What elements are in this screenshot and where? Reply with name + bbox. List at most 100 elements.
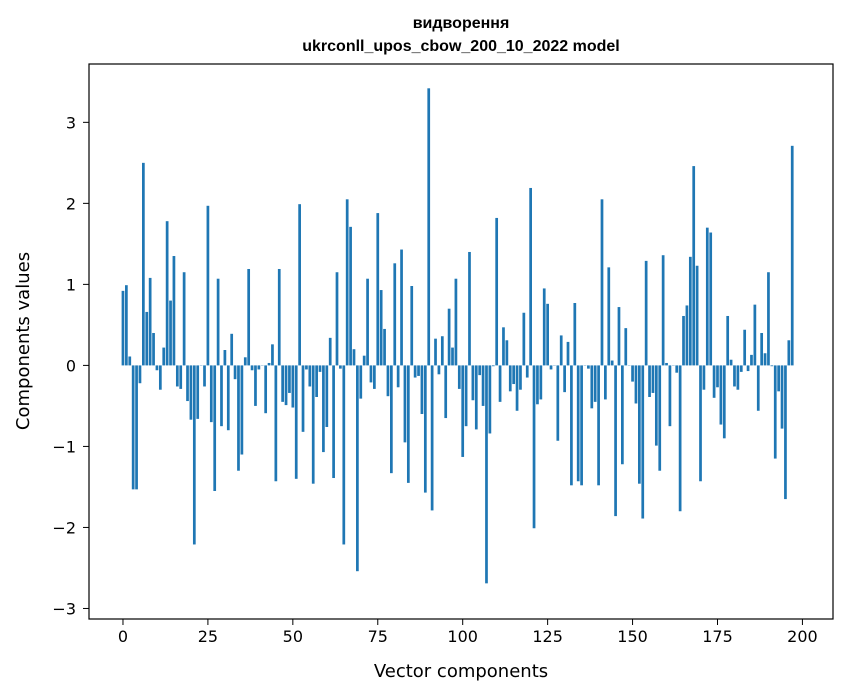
bar — [213, 365, 217, 491]
bar — [705, 227, 709, 366]
bar — [328, 337, 332, 366]
bar — [165, 221, 169, 366]
bar — [277, 268, 281, 366]
bar — [131, 365, 135, 490]
bar — [142, 162, 145, 366]
bar — [332, 365, 335, 479]
bar — [648, 365, 651, 397]
y-tick-label: −2 — [52, 518, 76, 537]
bar — [125, 285, 128, 366]
bar — [488, 365, 492, 434]
bar — [590, 365, 594, 409]
bar — [566, 341, 570, 366]
bar — [756, 365, 760, 411]
bar — [325, 365, 329, 427]
bar — [135, 365, 138, 490]
bar — [736, 365, 740, 390]
bar — [750, 354, 753, 366]
bar — [498, 365, 502, 402]
bar — [226, 365, 230, 431]
bar — [634, 365, 638, 404]
bar — [349, 226, 352, 366]
bar — [189, 365, 193, 420]
bar — [668, 365, 672, 427]
bar — [403, 365, 407, 443]
bar — [172, 256, 176, 366]
bar — [121, 290, 125, 366]
chart-title-line-2: ukrconll_upos_cbow_200_10_2022 model — [302, 38, 619, 55]
bar — [318, 365, 322, 372]
bar — [654, 365, 658, 446]
bar — [220, 365, 223, 427]
bar — [709, 232, 713, 366]
bar — [291, 365, 295, 408]
bar — [773, 365, 777, 459]
bar — [722, 365, 726, 439]
bar — [169, 300, 172, 366]
bar — [305, 365, 308, 370]
bar — [593, 365, 597, 402]
bar — [434, 338, 437, 366]
bar — [631, 365, 634, 382]
bar — [223, 350, 227, 366]
bar — [675, 365, 679, 373]
bar — [685, 305, 689, 366]
bar — [515, 365, 519, 411]
bar — [138, 365, 142, 384]
bar — [186, 365, 189, 402]
bar — [525, 365, 529, 378]
y-axis: −3 −2 −1 0 1 2 3 — [52, 113, 89, 618]
y-tick-label: 1 — [66, 275, 76, 294]
bar — [400, 249, 403, 366]
bar — [386, 365, 390, 397]
x-tick-label: 100 — [447, 627, 478, 646]
bar — [604, 365, 607, 400]
bar — [396, 365, 400, 388]
bar — [451, 347, 454, 366]
bar — [366, 278, 369, 366]
bar — [413, 365, 417, 378]
bar — [288, 365, 291, 393]
x-tick-label: 150 — [617, 627, 648, 646]
bar — [597, 365, 600, 486]
bar — [294, 365, 298, 479]
bar — [739, 365, 743, 372]
bar — [339, 365, 342, 369]
bar — [726, 315, 730, 366]
y-axis-label: Components values — [13, 252, 34, 430]
bar — [665, 362, 668, 366]
y-tick-label: 2 — [66, 194, 76, 213]
bar — [308, 365, 312, 387]
bar — [519, 365, 522, 390]
bar — [638, 365, 641, 484]
bar — [233, 365, 237, 380]
bar — [471, 365, 475, 401]
bar — [373, 365, 376, 389]
bar — [699, 365, 702, 482]
bar — [529, 187, 532, 366]
bar — [532, 365, 536, 529]
bar — [542, 288, 546, 366]
bar — [692, 166, 696, 366]
bar — [702, 365, 706, 390]
bar — [427, 88, 431, 366]
bar — [556, 365, 560, 441]
x-tick-label: 175 — [702, 627, 733, 646]
bar — [430, 365, 434, 511]
bar — [461, 365, 465, 457]
bar — [345, 199, 349, 366]
x-tick-label: 125 — [532, 627, 563, 646]
bar — [209, 365, 213, 423]
bar — [301, 365, 305, 432]
bar — [390, 365, 393, 474]
bar — [481, 365, 485, 406]
bar — [587, 365, 590, 369]
bar — [719, 365, 723, 425]
bar — [641, 365, 645, 519]
bar — [206, 205, 210, 366]
bar — [383, 328, 386, 366]
x-tick-label: 75 — [368, 627, 388, 646]
bar — [447, 308, 451, 366]
bar — [512, 365, 516, 385]
bar — [576, 365, 580, 482]
